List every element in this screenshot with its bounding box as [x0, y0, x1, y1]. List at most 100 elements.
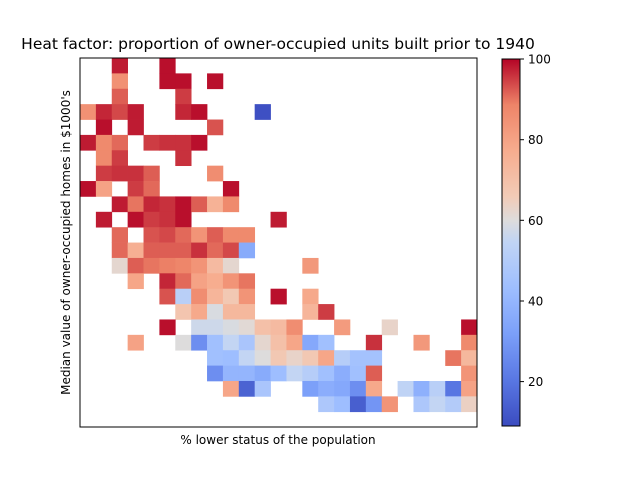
heatmap-cell — [191, 273, 208, 290]
heatmap-cell — [286, 365, 303, 382]
heatmap-cell — [254, 365, 271, 382]
heatmap-cell — [254, 104, 271, 120]
heatmap-cell — [159, 211, 176, 228]
heatmap-cell — [302, 288, 319, 305]
heatmap-cell — [254, 334, 271, 351]
heatmap-cell — [461, 396, 478, 413]
heatmap-cell — [207, 196, 224, 213]
heatmap-cell — [111, 196, 128, 213]
heatmap-cell — [334, 319, 351, 336]
heatmap-cell — [175, 73, 192, 90]
heatmap-cell — [429, 380, 446, 397]
heatmap-cell — [191, 134, 208, 151]
heatmap-cell — [127, 211, 144, 228]
heatmap-cell — [175, 150, 192, 167]
heatmap-cell — [143, 211, 160, 228]
heatmap-cell — [302, 257, 319, 274]
heatmap-cell — [222, 365, 240, 382]
heatmap-cell — [207, 365, 224, 382]
heatmap-cell — [365, 350, 383, 366]
heatmap-cell — [207, 304, 224, 320]
heatmap-cell — [461, 380, 478, 397]
colorbar-tick-label: 80 — [528, 133, 543, 147]
heatmap-cell — [270, 211, 287, 228]
heatmap-cell — [80, 134, 97, 151]
heatmap-cell — [222, 304, 240, 320]
heatmap-cell — [127, 257, 144, 274]
heatmap-cells — [80, 58, 478, 413]
heatmap-cell — [95, 165, 113, 182]
heatmap-cell — [222, 257, 240, 274]
heatmap-cell — [365, 365, 383, 382]
heatmap-cell — [175, 104, 192, 120]
heatmap-cell — [159, 58, 176, 74]
heatmap-cell — [143, 227, 160, 243]
heatmap-cell — [270, 365, 287, 382]
heatmap-cell — [238, 227, 256, 243]
heatmap-cell — [318, 350, 335, 366]
heatmap-cell — [238, 319, 256, 336]
heatmap-cell — [222, 196, 240, 213]
heatmap-cell — [80, 104, 97, 120]
colorbar-tick-label: 100 — [528, 53, 551, 67]
heatmap-cell — [365, 334, 383, 351]
heatmap-cell — [143, 257, 160, 274]
heatmap-cell — [111, 88, 128, 105]
chart-title: Heat factor: proportion of owner-occupie… — [21, 35, 535, 53]
heatmap-cell — [222, 242, 240, 259]
heatmap-cell — [429, 396, 446, 413]
heatmap-cell — [175, 273, 192, 290]
heatmap-cell — [222, 227, 240, 243]
heatmap-cell — [349, 365, 367, 382]
heatmap-cell — [175, 88, 192, 105]
colorbar-tick-label: 20 — [528, 375, 543, 389]
heatmap-cell — [286, 319, 303, 336]
heatmap-cell — [238, 242, 256, 259]
heatmap-cell — [175, 196, 192, 213]
heatmap-cell — [111, 165, 128, 182]
heatmap-cell — [222, 319, 240, 336]
heatmap-cell — [349, 380, 367, 397]
heatmap-cell — [334, 350, 351, 366]
heatmap-cell — [413, 396, 430, 413]
heatmap-cell — [175, 334, 192, 351]
heatmap-cell — [127, 104, 144, 120]
heatmap-cell — [349, 350, 367, 366]
heatmap-cell — [127, 119, 144, 136]
heatmap-cell — [191, 104, 208, 120]
heatmap-cell — [381, 319, 398, 336]
heatmap-cell — [381, 396, 398, 413]
heatmap-cell — [191, 227, 208, 243]
heatmap-cell — [254, 380, 271, 397]
heatmap-cell — [127, 196, 144, 213]
heatmap-cell — [207, 73, 224, 90]
heatmap-cell — [222, 181, 240, 197]
heatmap-cell — [270, 319, 287, 336]
heatmap-cell — [254, 319, 271, 336]
heatmap-cell — [95, 134, 113, 151]
heatmap-cell — [143, 165, 160, 182]
heatmap-cell — [222, 288, 240, 305]
heatmap-cell — [143, 196, 160, 213]
heatmap-cell — [143, 242, 160, 259]
heatmap-cell — [207, 119, 224, 136]
heatmap-cell — [111, 58, 128, 74]
heatmap-cell — [445, 396, 462, 413]
heatmap-cell — [318, 396, 335, 413]
heatmap-cell — [127, 165, 144, 182]
heatmap-cell — [111, 134, 128, 151]
x-axis-label: % lower status of the population — [180, 433, 375, 447]
heatmap-cell — [95, 211, 113, 228]
heatmap-cell — [222, 350, 240, 366]
heatmap-cell — [238, 365, 256, 382]
heatmap-cell — [159, 288, 176, 305]
heatmap-cell — [318, 334, 335, 351]
heatmap-cell — [159, 257, 176, 274]
heatmap-cell — [95, 119, 113, 136]
heatmap-cell — [365, 380, 383, 397]
heatmap-cell — [143, 134, 160, 151]
heatmap-cell — [461, 334, 478, 351]
heatmap-cell — [111, 257, 128, 274]
heatmap-cell — [238, 288, 256, 305]
heatmap-cell — [175, 288, 192, 305]
